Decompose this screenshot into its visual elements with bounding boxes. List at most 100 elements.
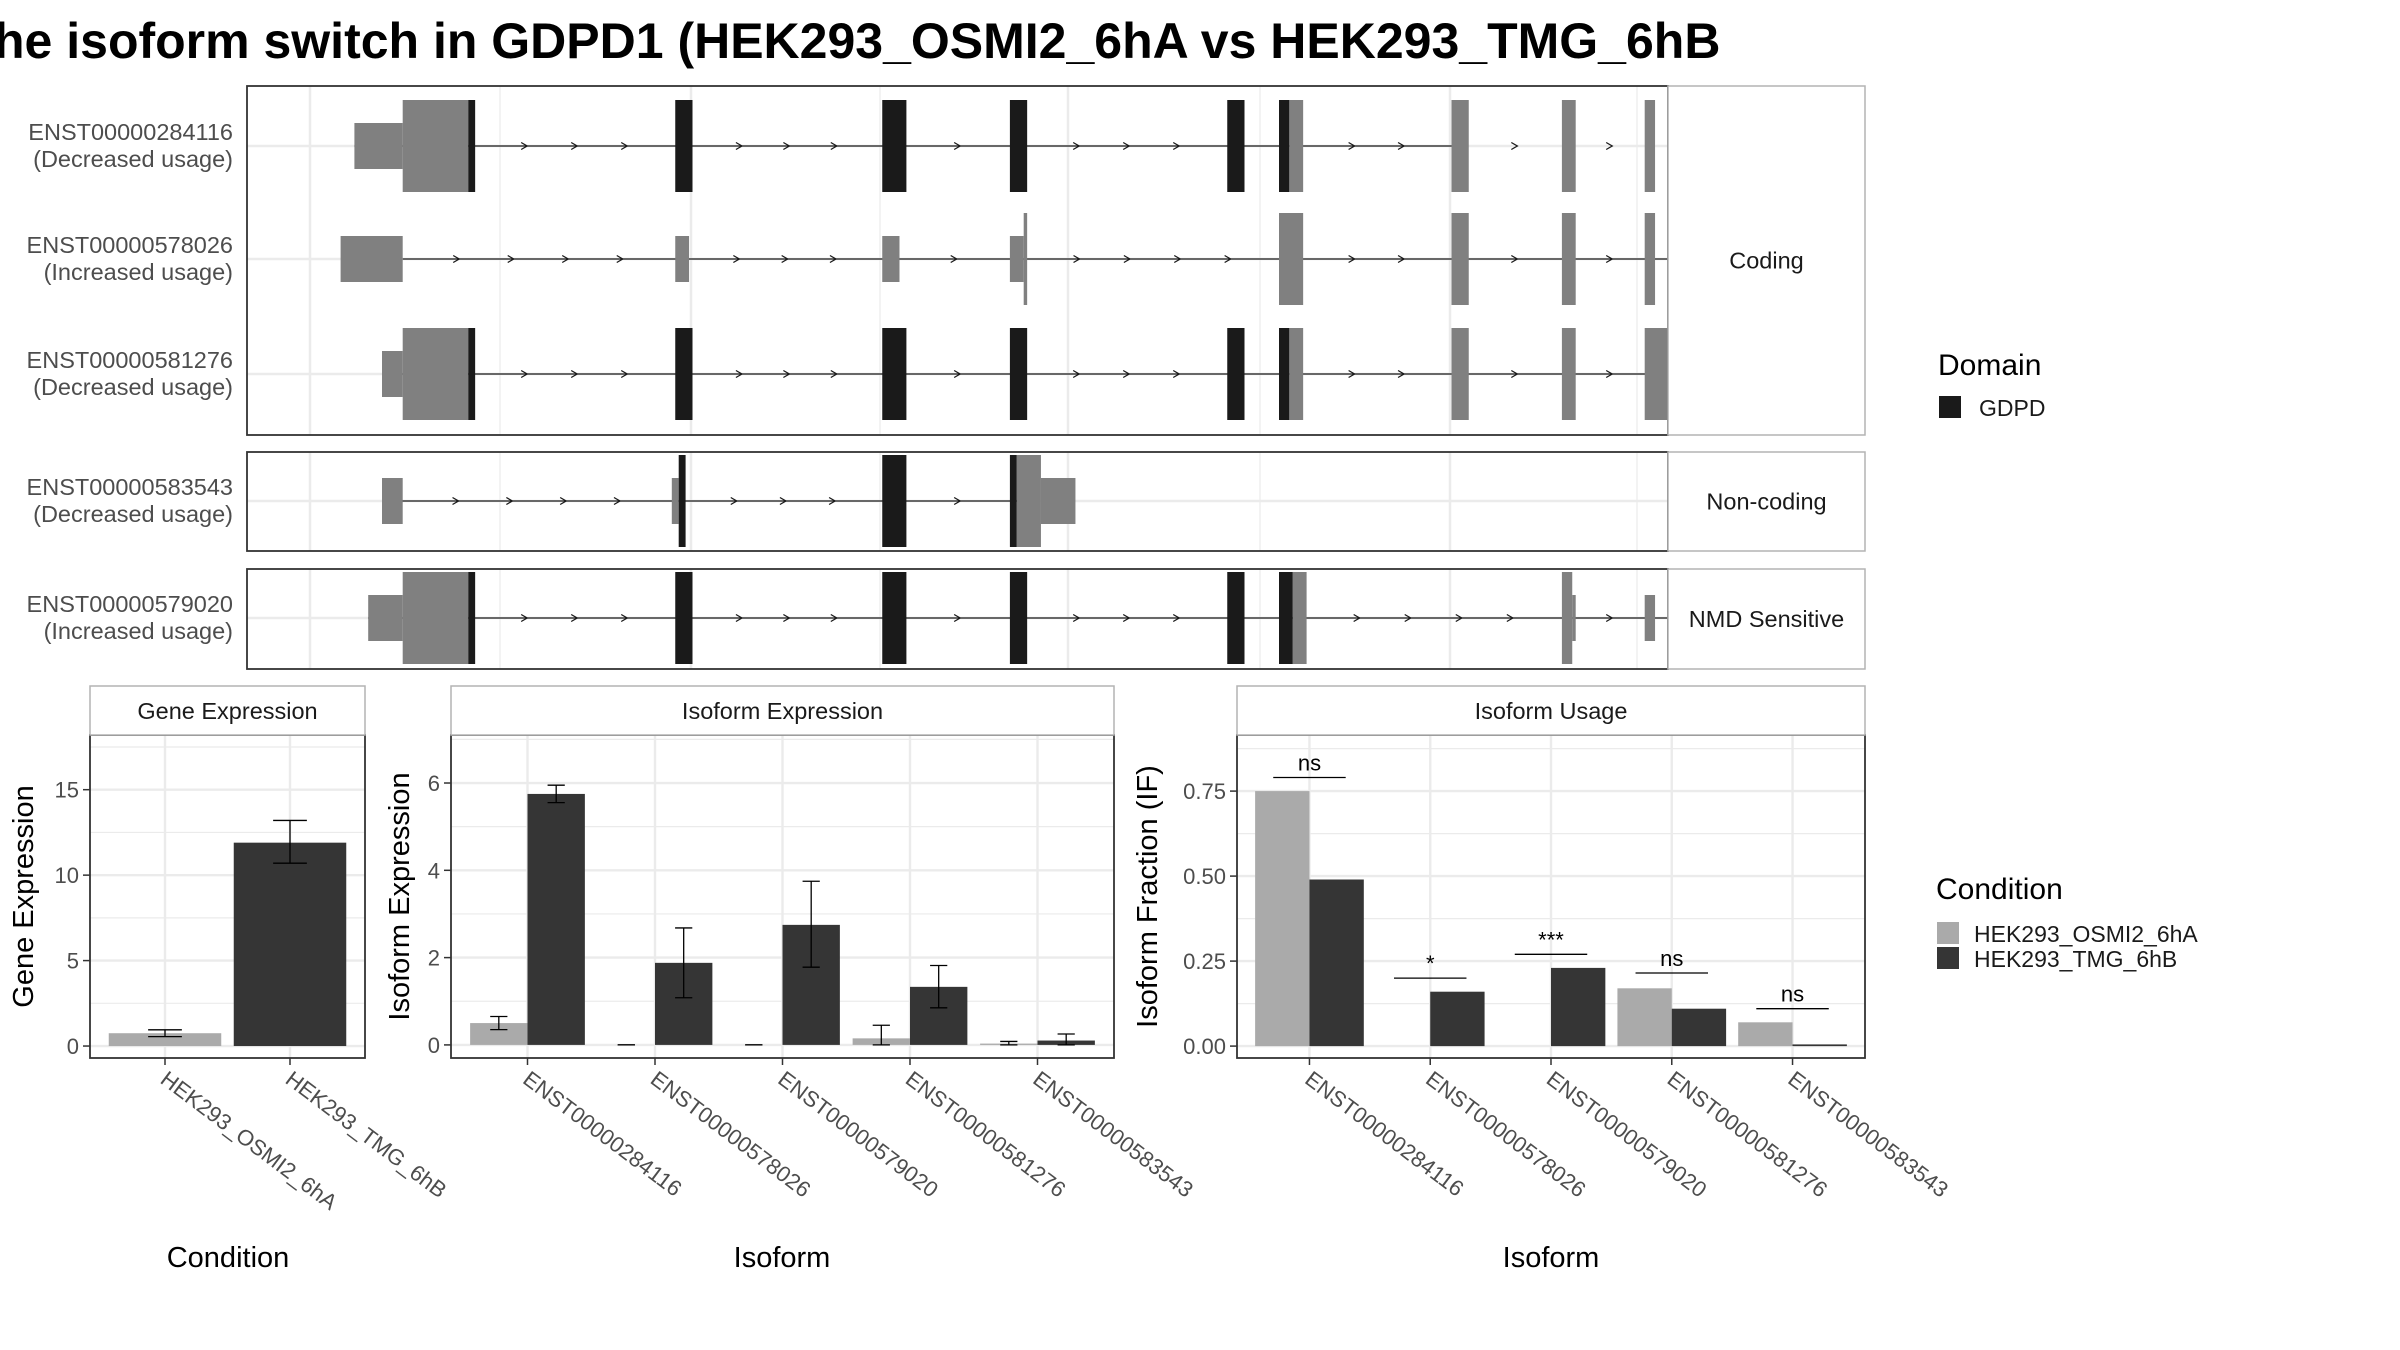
intron-direction-arrow bbox=[1073, 254, 1081, 264]
intron-direction-arrow bbox=[735, 613, 744, 623]
chart-title-strip bbox=[89, 685, 366, 736]
intron-direction-arrow bbox=[779, 496, 788, 506]
intron-direction-arrow bbox=[1224, 254, 1232, 264]
intron-direction-arrow bbox=[1404, 613, 1413, 623]
exon-segment bbox=[368, 595, 403, 641]
bar bbox=[108, 1033, 222, 1047]
exon-segment bbox=[1561, 213, 1576, 305]
intron-direction-arrow bbox=[1348, 141, 1356, 151]
exon-segment bbox=[1292, 572, 1307, 664]
condition-legend-label: HEK293_OSMI2_6hA bbox=[1974, 921, 2198, 947]
domain-segment bbox=[675, 328, 693, 420]
y-tick-label: 5 bbox=[67, 949, 79, 974]
exon-segment bbox=[382, 351, 403, 397]
intron-direction-arrow bbox=[953, 141, 962, 151]
exon-segment bbox=[1644, 213, 1656, 305]
bar bbox=[527, 793, 585, 1045]
domain-segment bbox=[468, 328, 476, 420]
y-tick-label: 15 bbox=[55, 778, 79, 803]
intron-direction-arrow bbox=[953, 369, 962, 379]
chart-title: Gene Expression bbox=[137, 698, 317, 724]
intron-direction-arrow bbox=[1072, 141, 1081, 151]
intron-direction-arrow bbox=[1605, 141, 1614, 151]
transcript-structure-panel: ENST00000284116(Decreased usage)ENST0000… bbox=[27, 85, 1866, 670]
intron-direction-arrow bbox=[953, 496, 962, 506]
intron-direction-arrow bbox=[1172, 613, 1181, 623]
intron-direction-arrow bbox=[1348, 369, 1356, 379]
intron-direction-arrow bbox=[507, 254, 516, 264]
exon-segment bbox=[1561, 328, 1576, 420]
intron-direction-arrow bbox=[735, 369, 744, 379]
intron-direction-arrow bbox=[613, 496, 622, 506]
exon-segment bbox=[1644, 595, 1656, 641]
exon-segment bbox=[675, 236, 690, 282]
expression-charts: Gene Expression051015HEK293_OSMI2_6hAHEK… bbox=[8, 685, 1953, 1274]
intron-direction-arrow bbox=[570, 141, 579, 151]
intron-direction-arrow bbox=[781, 254, 789, 264]
y-tick-label: 0.00 bbox=[1183, 1034, 1226, 1059]
exon-segment bbox=[402, 100, 469, 192]
intron-direction-arrow bbox=[561, 254, 570, 264]
exon-segment bbox=[1040, 478, 1076, 524]
intron-direction-arrow bbox=[1510, 369, 1519, 379]
intron-direction-arrow bbox=[783, 369, 791, 379]
intron-direction-arrow bbox=[830, 613, 839, 623]
intron-direction-arrow bbox=[733, 254, 741, 264]
y-tick-label: 0 bbox=[428, 1033, 440, 1058]
domain-legend-title: Domain bbox=[1938, 349, 2041, 382]
category-strip bbox=[1667, 85, 1866, 436]
domain-segment bbox=[882, 100, 907, 192]
intron-direction-arrow bbox=[828, 496, 837, 506]
exon-segment bbox=[1023, 213, 1028, 305]
intron-direction-arrow bbox=[1173, 254, 1182, 264]
intron-direction-arrow bbox=[1605, 254, 1614, 264]
intron-direction-arrow bbox=[1172, 369, 1181, 379]
intron-direction-arrow bbox=[520, 613, 529, 623]
intron-direction-arrow bbox=[950, 254, 958, 264]
domain-segment bbox=[1227, 572, 1245, 664]
exon-segment bbox=[1279, 213, 1304, 305]
domain-segment bbox=[675, 100, 693, 192]
intron-direction-arrow bbox=[570, 369, 579, 379]
intron-direction-arrow bbox=[1510, 141, 1519, 151]
domain-segment bbox=[468, 572, 476, 664]
condition-legend-swatch bbox=[1937, 922, 1959, 944]
exon-segment bbox=[1451, 328, 1469, 420]
y-tick-label: 2 bbox=[428, 946, 440, 971]
exon-segment bbox=[1561, 572, 1573, 664]
exon-segment bbox=[671, 478, 679, 524]
y-tick-label: 10 bbox=[55, 863, 79, 888]
domain-segment bbox=[882, 455, 907, 547]
intron-direction-arrow bbox=[520, 369, 529, 379]
x-axis-title: Isoform bbox=[734, 1242, 831, 1274]
intron-direction-arrow bbox=[520, 141, 529, 151]
y-tick-label: 0.50 bbox=[1183, 864, 1226, 889]
significance-label: * bbox=[1426, 951, 1435, 976]
y-axis-title: Isoform Expression bbox=[384, 772, 416, 1020]
transcript-usage-label: (Increased usage) bbox=[44, 618, 233, 644]
exon-segment bbox=[354, 123, 403, 169]
domain-segment bbox=[1279, 328, 1290, 420]
transcript-id-label: ENST00000578026 bbox=[27, 232, 233, 258]
bar bbox=[1309, 879, 1364, 1047]
intron-direction-arrow bbox=[830, 369, 839, 379]
intron-direction-arrow bbox=[1122, 613, 1131, 623]
domain-segment bbox=[1227, 100, 1245, 192]
condition-legend-swatch bbox=[1937, 947, 1959, 969]
intron-direction-arrow bbox=[620, 613, 629, 623]
chart-title-strip bbox=[1236, 685, 1866, 736]
chart-title: Isoform Expression bbox=[682, 698, 883, 724]
domain-segment bbox=[1227, 328, 1245, 420]
intron-direction-arrow bbox=[1506, 613, 1515, 623]
x-axis-title: Isoform bbox=[1503, 1242, 1600, 1274]
intron-direction-arrow bbox=[452, 254, 461, 264]
bar bbox=[1430, 991, 1485, 1047]
intron-direction-arrow bbox=[1605, 613, 1614, 623]
bar bbox=[1617, 988, 1672, 1047]
intron-direction-arrow bbox=[735, 141, 744, 151]
exon-segment bbox=[1572, 595, 1576, 641]
exon-segment bbox=[882, 236, 900, 282]
intron-direction-arrow bbox=[783, 613, 791, 623]
y-tick-label: 0.75 bbox=[1183, 779, 1226, 804]
intron-direction-arrow bbox=[1072, 613, 1081, 623]
